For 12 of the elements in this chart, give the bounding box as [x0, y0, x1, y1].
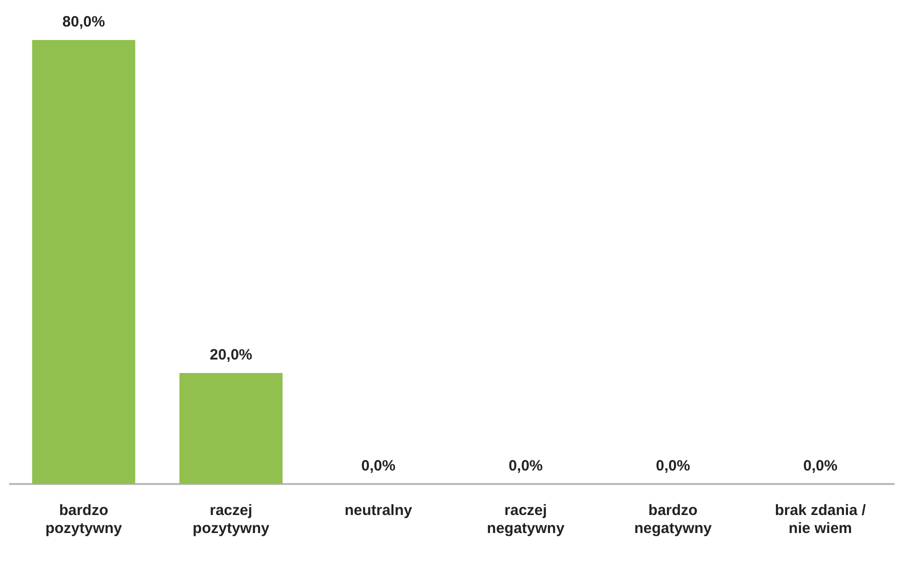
data-label: 80,0% — [62, 14, 105, 31]
data-label: 0,0% — [361, 458, 396, 475]
data-label: 20,0% — [210, 346, 252, 364]
data-label: 0,0% — [508, 458, 543, 475]
x-tick-label: bardzo pozytywny — [45, 502, 123, 538]
x-tick-label: raczej negatywny — [486, 502, 566, 538]
x-tick-label: raczej pozytywny — [192, 502, 270, 538]
x-tick-label: brak zdania / nie wiem — [774, 502, 867, 538]
x-tick-label: neutralny — [344, 502, 413, 520]
x-tick-label: bardzo negatywny — [634, 502, 712, 538]
data-label: 0,0% — [803, 458, 838, 475]
data-label: 0,0% — [656, 458, 690, 475]
